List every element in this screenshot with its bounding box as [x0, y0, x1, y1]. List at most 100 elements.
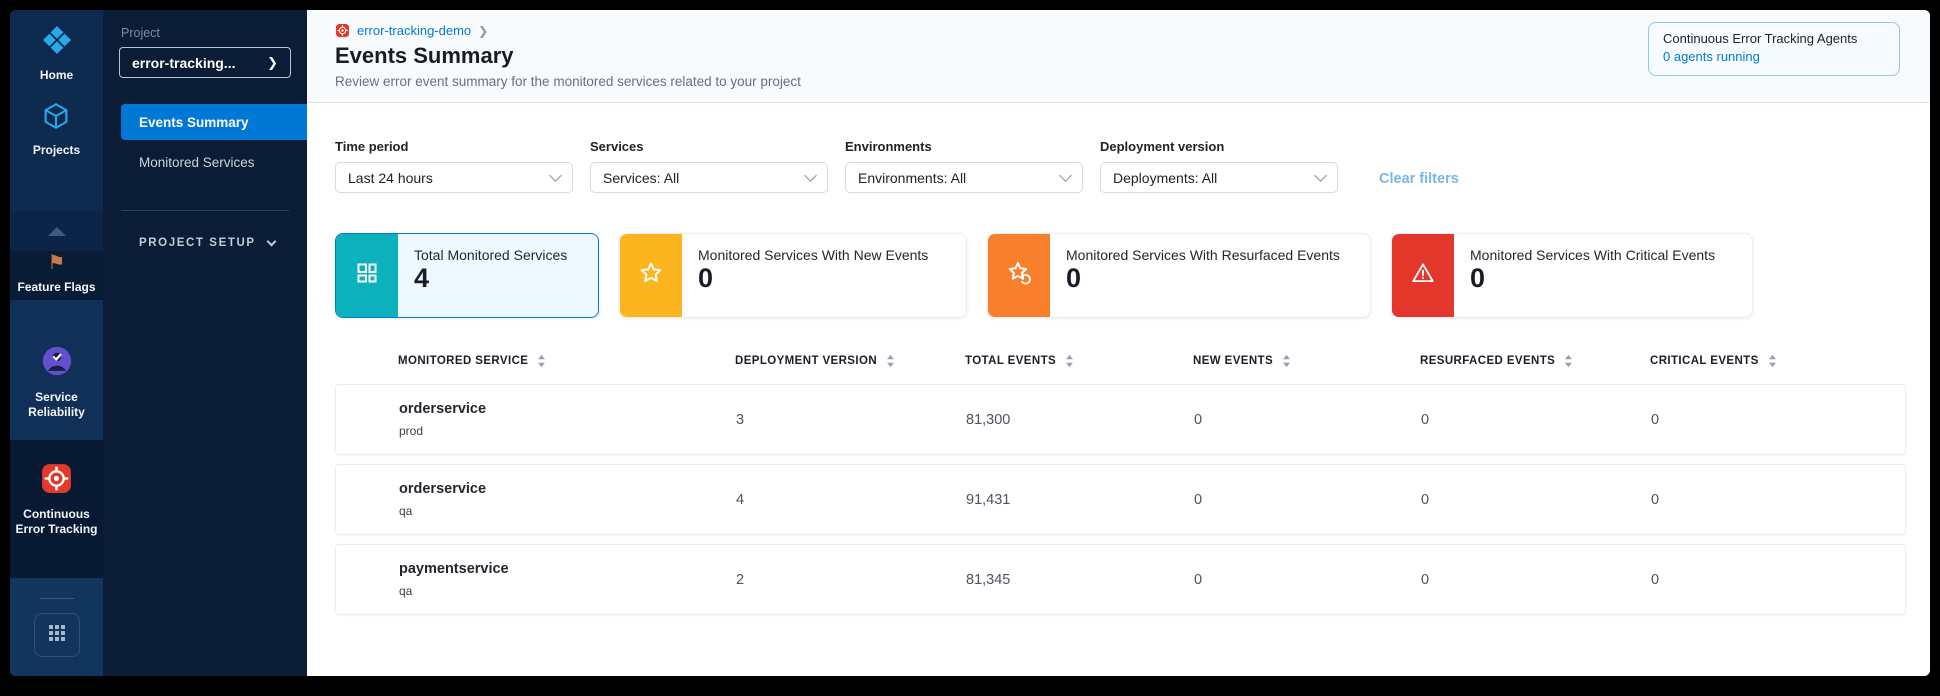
rail-item-projects[interactable]: Projects — [33, 101, 80, 158]
filter-time-period: Time period Last 24 hours — [335, 139, 573, 193]
table-row[interactable]: orderservice qa 4 91,431 0 0 0 — [335, 464, 1906, 535]
rail-label: Continuous Error Tracking — [15, 507, 98, 536]
rail-scroll-strip — [10, 211, 103, 251]
agents-status-link[interactable]: 0 agents running — [1663, 49, 1760, 64]
sort-icon — [1565, 354, 1573, 368]
chevron-down-icon — [1314, 169, 1327, 182]
column-label: TOTAL EVENTS — [965, 355, 1057, 367]
service-environment: qa — [399, 584, 413, 598]
project-selector[interactable]: error-tracking... ❯ — [119, 47, 291, 78]
card-value: 0 — [1066, 263, 1082, 293]
scroll-up-icon[interactable] — [47, 226, 66, 236]
project-sidebar: Project error-tracking... ❯ Events Summa… — [103, 10, 307, 676]
project-label: Project — [121, 26, 160, 40]
service-environment: qa — [399, 504, 413, 518]
sort-icon — [538, 354, 546, 368]
main-area: error-tracking-demo ❯ Events Summary Rev… — [307, 10, 1930, 676]
home-icon — [41, 24, 73, 61]
column-header-monitored-service[interactable]: MONITORED SERVICE — [398, 354, 735, 368]
agents-panel[interactable]: Continuous Error Tracking Agents 0 agent… — [1648, 22, 1900, 76]
card-label: Total Monitored Services — [414, 247, 568, 263]
all-modules-button[interactable] — [33, 613, 80, 657]
sidebar-item-monitored-services[interactable]: Monitored Services — [103, 144, 307, 180]
critical-events-cell: 0 — [1651, 491, 1660, 508]
chevron-down-icon — [266, 236, 277, 247]
deployments-select[interactable]: Deployments: All — [1100, 162, 1338, 193]
filter-label: Environments — [845, 139, 932, 154]
filter-label: Time period — [335, 139, 409, 154]
table-row[interactable]: orderservice prod 3 81,300 0 0 0 — [335, 384, 1906, 455]
service-name: orderservice — [399, 481, 487, 497]
critical-events-cell: 0 — [1651, 571, 1660, 588]
rail-label: Projects — [32, 143, 81, 157]
table-header: MONITORED SERVICE DEPLOYMENT VERSION TOT… — [335, 354, 1906, 368]
select-value: Last 24 hours — [348, 169, 433, 186]
total-events-cell: 81,300 — [966, 411, 1011, 428]
rail-label: Service Reliability — [28, 390, 85, 419]
critical-events-cell: 0 — [1651, 411, 1660, 428]
select-value: Environments: All — [858, 169, 967, 186]
column-header-critical-events[interactable]: CRITICAL EVENTS — [1650, 354, 1906, 368]
sidebar-menu: Events Summary Monitored Services — [103, 104, 307, 180]
deployment-version-cell: 4 — [736, 491, 745, 508]
card-total-monitored-services[interactable]: Total Monitored Services 4 — [335, 233, 599, 318]
filter-deployments: Deployment version Deployments: All — [1100, 139, 1338, 193]
service-cell: orderservice qa — [399, 481, 736, 518]
filter-label: Services — [590, 139, 644, 154]
column-header-new-events[interactable]: NEW EVENTS — [1193, 354, 1420, 368]
sidebar-item-label: Monitored Services — [139, 154, 255, 170]
app-window: Home Projects ⚑ Feature Flags Service Re… — [10, 10, 1930, 676]
service-name: paymentservice — [399, 561, 509, 577]
service-reliability-icon — [40, 344, 74, 383]
sidebar-item-label: Events Summary — [139, 114, 249, 130]
total-events-cell: 91,431 — [966, 491, 1011, 508]
card-value: 4 — [414, 263, 430, 293]
time-period-select[interactable]: Last 24 hours — [335, 162, 573, 193]
service-cell: orderservice prod — [399, 401, 736, 438]
environments-select[interactable]: Environments: All — [845, 162, 1083, 193]
resurfaced-events-cell: 0 — [1421, 491, 1430, 508]
column-header-deployment-version[interactable]: DEPLOYMENT VERSION — [735, 354, 965, 368]
column-header-total-events[interactable]: TOTAL EVENTS — [965, 354, 1193, 368]
new-events-cell: 0 — [1194, 491, 1203, 508]
clear-filters-button[interactable]: Clear filters — [1379, 171, 1459, 187]
page-header: error-tracking-demo ❯ Events Summary Rev… — [307, 10, 1930, 103]
service-environment: prod — [399, 424, 424, 438]
column-label: RESURFACED EVENTS — [1420, 355, 1556, 367]
card-services-with-critical-events[interactable]: Monitored Services With Critical Events … — [1391, 233, 1753, 318]
resurfaced-events-cell: 0 — [1421, 411, 1430, 428]
column-label: DEPLOYMENT VERSION — [735, 355, 878, 367]
filter-label: Deployment version — [1100, 139, 1225, 154]
card-label: Monitored Services With Resurfaced Event… — [1066, 247, 1340, 263]
rail-item-home[interactable]: Home — [40, 24, 73, 83]
new-events-cell: 0 — [1194, 411, 1203, 428]
service-cell: paymentservice qa — [399, 561, 736, 598]
chevron-down-icon — [549, 169, 562, 182]
breadcrumb: error-tracking-demo ❯ — [335, 23, 1930, 38]
card-value: 0 — [698, 263, 714, 293]
chevron-down-icon — [804, 169, 817, 182]
card-value: 0 — [1470, 263, 1486, 293]
column-header-resurfaced-events[interactable]: RESURFACED EVENTS — [1420, 354, 1650, 368]
card-services-with-resurfaced-events[interactable]: Monitored Services With Resurfaced Event… — [987, 233, 1371, 318]
events-summary-table: MONITORED SERVICE DEPLOYMENT VERSION TOT… — [335, 354, 1906, 615]
star-icon — [638, 260, 664, 291]
services-select[interactable]: Services: All — [590, 162, 828, 193]
service-name: orderservice — [399, 401, 487, 417]
module-rail: Home Projects ⚑ Feature Flags Service Re… — [10, 10, 103, 676]
card-services-with-new-events[interactable]: Monitored Services With New Events 0 — [619, 233, 967, 318]
page-content: Time period Last 24 hours Services Servi… — [307, 103, 1930, 676]
new-events-cell: 0 — [1194, 571, 1203, 588]
breadcrumb-link[interactable]: error-tracking-demo — [357, 23, 472, 38]
project-setup-toggle[interactable]: PROJECT SETUP — [139, 236, 307, 249]
sidebar-item-events-summary[interactable]: Events Summary — [121, 104, 307, 140]
deployment-version-cell: 3 — [736, 411, 745, 428]
rail-bottom-section — [10, 578, 103, 676]
table-row[interactable]: paymentservice qa 2 81,345 0 0 0 — [335, 544, 1906, 615]
column-label: NEW EVENTS — [1193, 355, 1274, 367]
rail-item-service-reliability[interactable]: Service Reliability — [10, 300, 103, 440]
rail-item-continuous-error-tracking[interactable]: Continuous Error Tracking — [10, 440, 103, 578]
resurfaced-events-cell: 0 — [1421, 571, 1430, 588]
rail-item-feature-flags[interactable]: ⚑ Feature Flags — [10, 251, 103, 300]
select-value: Services: All — [603, 169, 680, 186]
